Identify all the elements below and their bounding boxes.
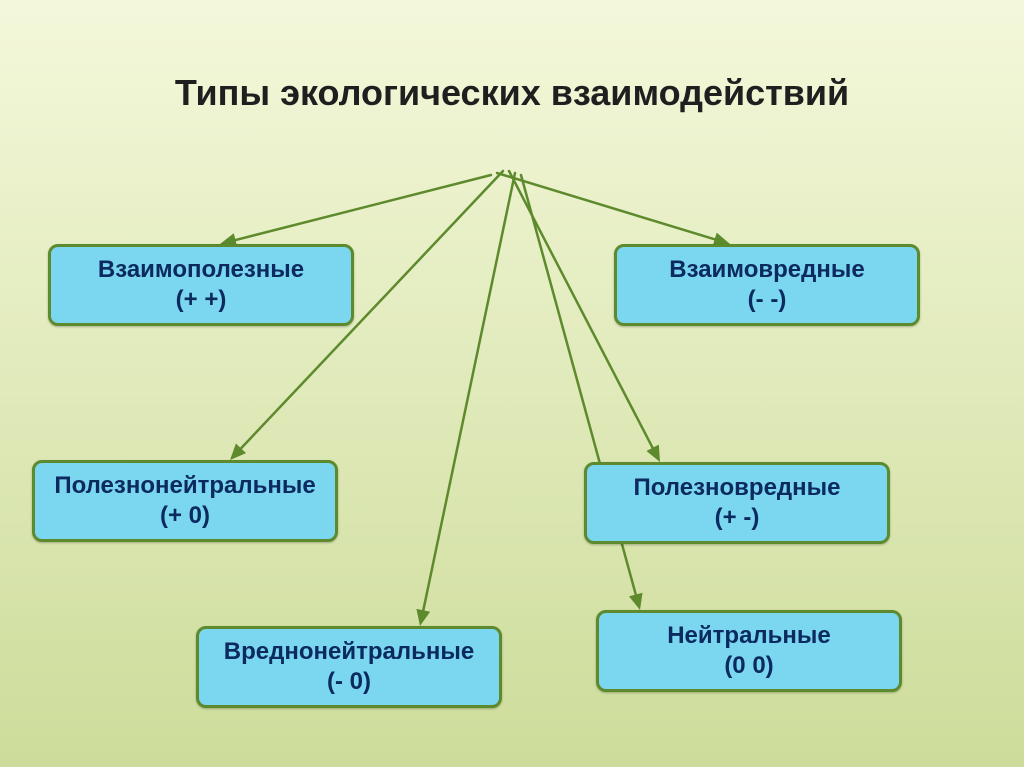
- node-label: Нейтральные: [667, 622, 831, 649]
- node-n5: Вреднонейтральные (- 0): [196, 626, 502, 708]
- node-n6: Нейтральные (0 0): [596, 610, 902, 692]
- node-label: Взаимополезные: [98, 256, 304, 283]
- slide-title: Типы экологических взаимодействий: [0, 72, 1024, 114]
- node-label: Взаимовредные: [669, 256, 864, 283]
- node-label: Вреднонейтральные: [224, 638, 474, 665]
- node-symbol: (- 0): [327, 668, 371, 695]
- edge-line: [423, 173, 515, 610]
- edge-arrowhead: [646, 445, 660, 462]
- node-n4: Полезновредные (+ -): [584, 462, 890, 544]
- node-n3: Полезнонейтральные (+ 0): [32, 460, 338, 542]
- node-n1: Взаимополезные (+ +): [48, 244, 354, 326]
- edge-arrowhead: [629, 593, 643, 610]
- node-symbol: (- -): [748, 286, 787, 313]
- node-symbol: (+ +): [176, 286, 227, 313]
- node-label: Полезнонейтральные: [54, 472, 315, 499]
- node-n2: Взаимовредные (- -): [614, 244, 920, 326]
- edge-arrowhead: [230, 444, 246, 460]
- node-symbol: (0 0): [724, 652, 773, 679]
- node-symbol: (+ 0): [160, 502, 210, 529]
- edge-line: [497, 173, 715, 239]
- slide: Типы экологических взаимодействий Взаимо…: [0, 0, 1024, 767]
- node-symbol: (+ -): [715, 504, 760, 531]
- node-label: Полезновредные: [633, 474, 840, 501]
- edge-line: [236, 175, 491, 240]
- edge-arrowhead: [416, 609, 430, 626]
